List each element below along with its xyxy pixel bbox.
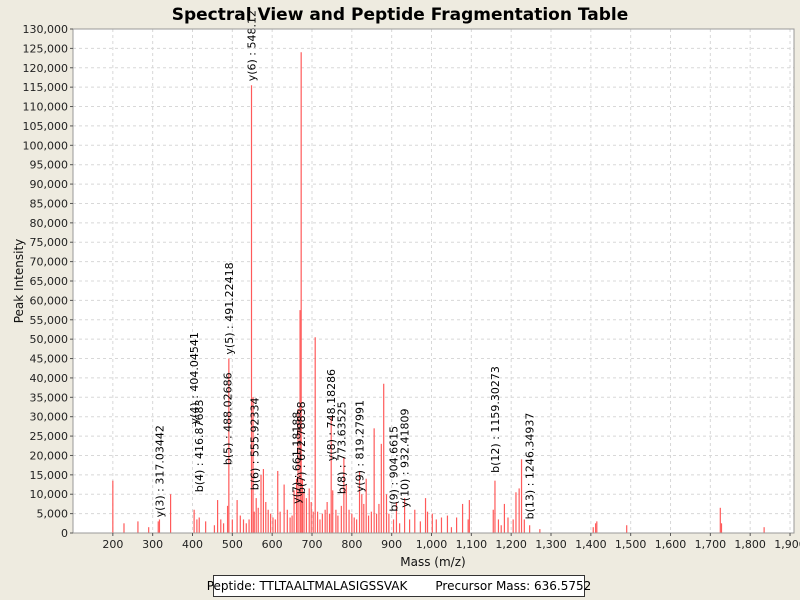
y-tick-label: 105,000 xyxy=(23,120,69,133)
x-tick-label: 1,800 xyxy=(734,538,766,551)
x-tick-label: 500 xyxy=(222,538,243,551)
x-tick-label: 600 xyxy=(262,538,283,551)
y-tick-label: 15,000 xyxy=(30,469,69,482)
y-tick-label: 100,000 xyxy=(23,139,69,152)
x-tick-label: 1,500 xyxy=(615,538,647,551)
fragment-label: y(4) : 404.04541 xyxy=(188,332,201,424)
y-tick-label: 90,000 xyxy=(30,178,69,191)
x-tick-label: 400 xyxy=(182,538,203,551)
fragment-label: b(7) : 672.78838 xyxy=(295,401,308,494)
x-axis-label: Mass (m/z) xyxy=(400,555,465,569)
y-tick-label: 45,000 xyxy=(30,353,69,366)
fragment-label: y(9) : 819.27991 xyxy=(354,400,367,492)
fragment-label: b(9) : 904.6615 xyxy=(388,426,401,512)
fragment-label: y(3) : 317.03442 xyxy=(153,425,166,517)
x-tick-label: 1,000 xyxy=(416,538,448,551)
y-axis-label: Peak Intensity xyxy=(12,239,26,324)
y-tick-label: 35,000 xyxy=(30,391,69,404)
y-tick-label: 5,000 xyxy=(37,508,69,521)
y-tick-label: 10,000 xyxy=(30,488,69,501)
x-tick-label: 1,700 xyxy=(695,538,727,551)
x-tick-label: 700 xyxy=(302,538,323,551)
legend-box: Peptide: TTLTAALTMALASIGSSVAK Precursor … xyxy=(207,575,591,597)
y-axis: 0 5,000 10,000 15,000 20,000 25,000 30,000 35,0… xyxy=(23,23,73,540)
precursor-mass-label: Precursor Mass: 636.5752 xyxy=(435,579,592,593)
y-tick-label: 65,000 xyxy=(30,275,69,288)
x-tick-label: 1,900 xyxy=(774,538,800,551)
fragment-label: b(6) : 555.92334 xyxy=(249,398,262,491)
fragment-label: b(8) : 773.63525 xyxy=(335,401,348,494)
x-tick-label: 300 xyxy=(142,538,163,551)
x-tick-label: 1,200 xyxy=(495,538,527,551)
fragment-label: y(5) : 491.22418 xyxy=(223,262,236,354)
y-tick-label: 20,000 xyxy=(30,449,69,462)
x-tick-label: 1,100 xyxy=(456,538,488,551)
y-tick-label: 85,000 xyxy=(30,197,69,210)
x-tick-label: 1,400 xyxy=(575,538,607,551)
y-tick-label: 125,000 xyxy=(23,42,69,55)
y-tick-label: 120,000 xyxy=(23,62,69,75)
x-tick-label: 900 xyxy=(381,538,402,551)
fragment-label: y(8) : 748.18286 xyxy=(325,369,338,461)
y-tick-label: 0 xyxy=(61,527,68,540)
y-tick-label: 110,000 xyxy=(23,101,69,114)
fragment-label: y(10) : 932.41809 xyxy=(399,408,412,507)
chart-title: Spectral View and Peptide Fragmentation … xyxy=(172,5,629,25)
fragment-label: y(6) : 548.12 xyxy=(246,10,259,81)
y-tick-label: 115,000 xyxy=(23,81,69,94)
y-tick-label: 25,000 xyxy=(30,430,69,443)
x-tick-label: 200 xyxy=(102,538,123,551)
y-tick-label: 80,000 xyxy=(30,217,69,230)
x-tick-label: 1,300 xyxy=(535,538,567,551)
y-tick-label: 50,000 xyxy=(30,333,69,346)
fragment-label: b(5) : 488.02686 xyxy=(222,372,235,465)
y-tick-label: 130,000 xyxy=(23,23,69,36)
fragment-label: b(4) : 416.87683 xyxy=(193,399,206,492)
x-tick-label: 800 xyxy=(341,538,362,551)
y-tick-label: 70,000 xyxy=(30,256,69,269)
fragment-label: y(7) : 661.18188 xyxy=(291,412,304,504)
peak-series xyxy=(112,52,765,533)
y-tick-label: 40,000 xyxy=(30,372,69,385)
y-tick-label: 95,000 xyxy=(30,159,69,172)
peptide-label: Peptide: TTLTAALTMALASIGSSVAK xyxy=(206,579,408,593)
y-tick-label: 55,000 xyxy=(30,314,69,327)
y-tick-label: 75,000 xyxy=(30,236,69,249)
fragment-label: b(12) : 1159.30273 xyxy=(489,366,502,473)
x-axis: 200 300 400 500 600 700 800 900 1,000 1,100 1,200 1… xyxy=(102,533,800,551)
x-tick-label: 1,600 xyxy=(655,538,687,551)
grid-lines xyxy=(73,28,794,533)
y-tick-label: 30,000 xyxy=(30,411,69,424)
fragment-label: b(13) : 1246.34937 xyxy=(524,413,537,520)
y-tick-label: 60,000 xyxy=(30,294,69,307)
